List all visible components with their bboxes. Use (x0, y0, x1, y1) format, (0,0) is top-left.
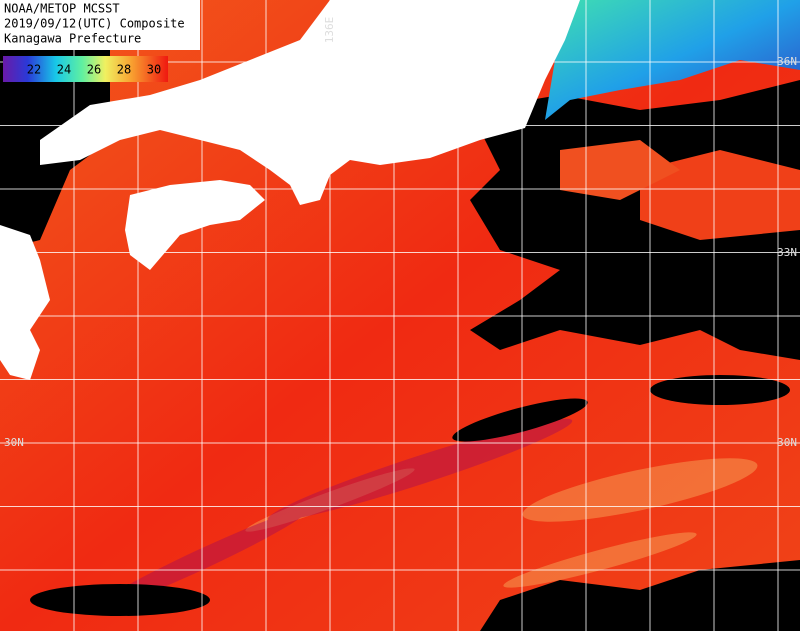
lat-label: 33N (777, 246, 797, 259)
header-line: 2019/09/12(UTC) Composite (4, 17, 185, 31)
lat-label: 30N (4, 436, 24, 449)
colorbar-label: 28 (117, 63, 131, 77)
colorbar-label: 22 (27, 63, 41, 77)
land (0, 0, 580, 380)
colorbar-label: 30 (147, 63, 161, 77)
colorbar (3, 56, 168, 82)
cool-water (545, 0, 800, 120)
header-line: NOAA/METOP MCSST (4, 2, 120, 16)
lat-label: 36N (777, 55, 797, 68)
colorbar-label: 26 (87, 63, 101, 77)
lat-label: 30N (777, 436, 797, 449)
lon-label: 136E (323, 17, 336, 44)
header-box (0, 0, 200, 50)
header-line: Kanagawa Prefecture (4, 32, 141, 46)
colorbar-label: 24 (57, 63, 71, 77)
